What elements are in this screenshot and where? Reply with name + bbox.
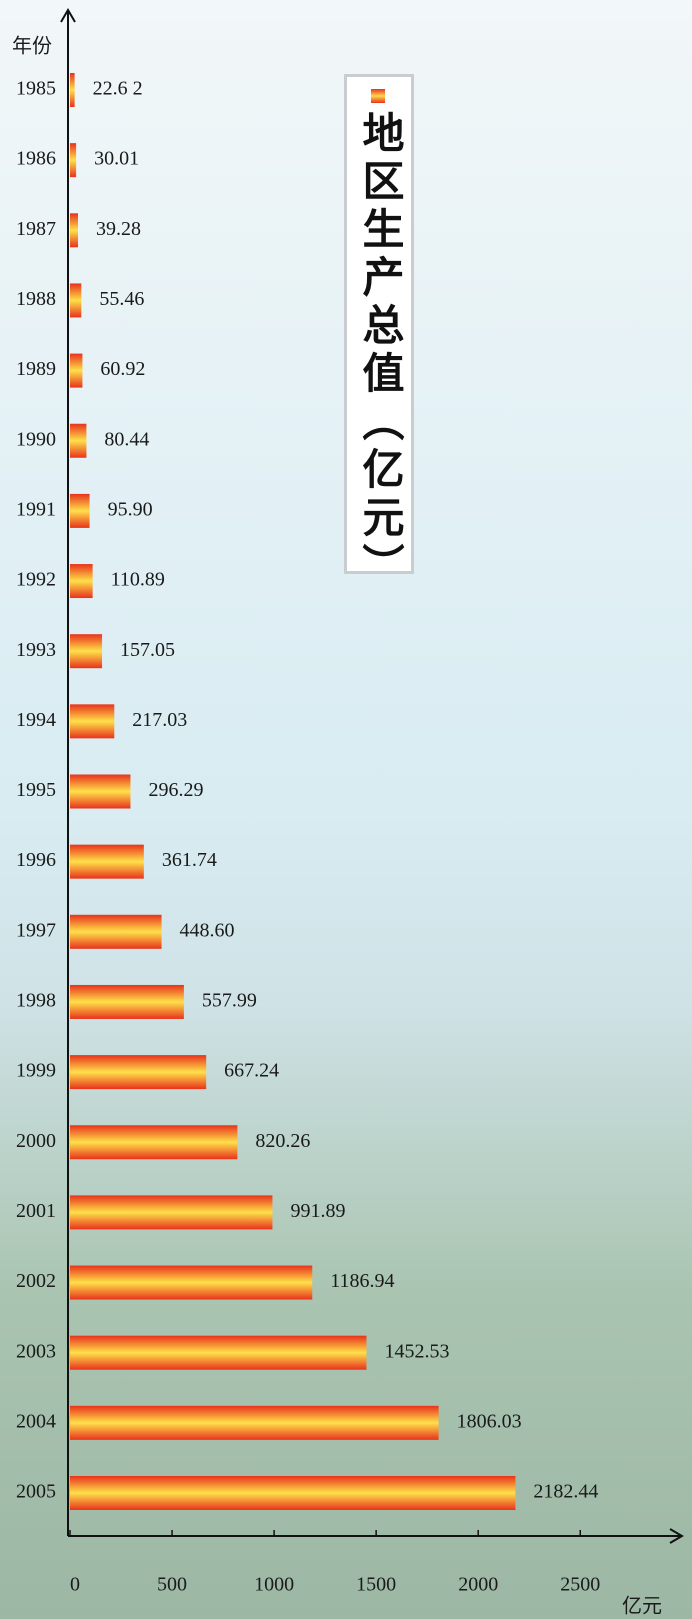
bar — [70, 353, 83, 388]
y-axis-label: 年份 — [12, 35, 52, 58]
x-tick-label: 0 — [70, 1574, 80, 1596]
value-label: 55.46 — [99, 288, 144, 310]
value-label: 30.01 — [94, 148, 139, 170]
chart-title: 地区生产总值（亿元） — [356, 111, 402, 591]
bar — [70, 774, 131, 809]
y-tick-label: 1992 — [16, 569, 56, 591]
bar — [70, 914, 162, 949]
bar — [70, 704, 115, 739]
bar — [70, 1195, 273, 1230]
bar — [70, 423, 87, 458]
y-tick-label: 1999 — [16, 1060, 56, 1082]
y-tick-label: 1987 — [16, 218, 56, 240]
y-tick-label: 2003 — [16, 1340, 56, 1362]
value-label: 2182.44 — [533, 1481, 598, 1503]
bar — [70, 564, 93, 599]
bar — [70, 1265, 313, 1300]
y-tick-label: 2001 — [16, 1200, 56, 1222]
value-label: 1806.03 — [457, 1410, 522, 1432]
bar — [70, 984, 184, 1019]
title-box: 地区生产总值（亿元） — [344, 74, 414, 591]
bar — [70, 143, 77, 178]
y-tick-label: 1991 — [16, 498, 56, 520]
bar — [70, 1476, 516, 1510]
bar — [70, 634, 103, 669]
x-tick-label: 2500 — [560, 1574, 600, 1596]
x-tick-label: 1500 — [356, 1574, 396, 1596]
bar — [70, 73, 75, 107]
y-tick-label: 2000 — [16, 1130, 56, 1152]
value-label: 39.28 — [96, 218, 141, 240]
value-label: 157.05 — [120, 639, 175, 661]
y-tick-label: 1988 — [16, 288, 56, 310]
x-tick-label: 2000 — [458, 1574, 498, 1596]
y-arrow — [60, 8, 76, 23]
value-label: 448.60 — [180, 919, 235, 941]
y-tick-label: 1990 — [16, 428, 56, 450]
value-label: 361.74 — [162, 849, 217, 871]
y-tick-label: 1985 — [16, 78, 56, 100]
y-tick-label: 1993 — [16, 639, 56, 661]
x-arrow — [669, 1528, 684, 1544]
bar — [70, 1405, 439, 1440]
bar — [70, 1055, 207, 1090]
bar — [70, 283, 82, 318]
x-axis-label: 亿元 — [622, 1595, 662, 1618]
legend-marker — [371, 89, 385, 103]
value-label: 1186.94 — [330, 1270, 394, 1292]
value-label: 110.89 — [111, 569, 165, 591]
value-label: 1452.53 — [384, 1340, 449, 1362]
x-tick-label: 500 — [157, 1574, 187, 1596]
y-tick-label: 1996 — [16, 849, 56, 871]
y-tick-label: 1998 — [16, 990, 56, 1012]
y-tick-label: 2004 — [16, 1410, 56, 1432]
y-tick-label: 2005 — [16, 1481, 56, 1503]
y-tick-label: 1994 — [16, 709, 56, 731]
bar — [70, 493, 90, 528]
value-label: 80.44 — [104, 428, 149, 450]
value-label: 60.92 — [100, 358, 145, 380]
y-tick-label: 2002 — [16, 1270, 56, 1292]
bar — [70, 1335, 367, 1370]
value-label: 95.90 — [108, 498, 153, 520]
value-label: 296.29 — [148, 779, 203, 801]
y-tick-label: 1986 — [16, 148, 56, 170]
bar — [70, 844, 144, 879]
value-label: 22.6 2 — [93, 78, 143, 100]
y-tick-label: 1995 — [16, 779, 56, 801]
value-label: 820.26 — [255, 1130, 310, 1152]
value-label: 667.24 — [224, 1060, 279, 1082]
bar — [70, 1125, 238, 1160]
value-label: 557.99 — [202, 990, 257, 1012]
bar — [70, 213, 79, 248]
x-tick-label: 1000 — [254, 1574, 294, 1596]
y-tick-label: 1997 — [16, 919, 56, 941]
value-label: 217.03 — [132, 709, 187, 731]
value-label: 991.89 — [290, 1200, 345, 1222]
y-tick-label: 1989 — [16, 358, 56, 380]
